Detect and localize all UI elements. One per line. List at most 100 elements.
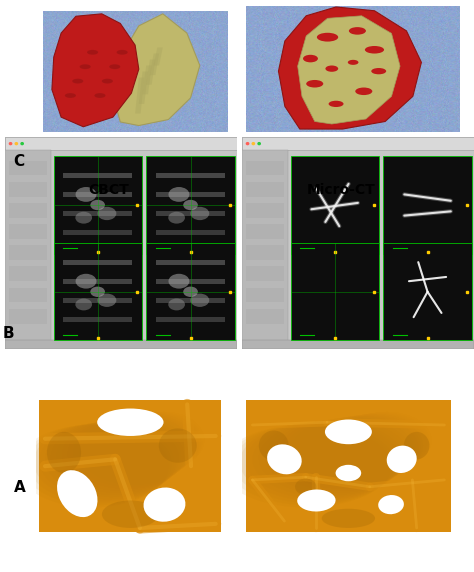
- Ellipse shape: [328, 101, 344, 107]
- Ellipse shape: [310, 415, 421, 479]
- Bar: [9, 309, 46, 324]
- FancyArrow shape: [63, 297, 132, 303]
- Ellipse shape: [240, 423, 397, 501]
- Polygon shape: [150, 53, 159, 75]
- FancyArrow shape: [155, 279, 226, 284]
- Ellipse shape: [378, 495, 404, 514]
- Ellipse shape: [265, 420, 406, 493]
- Polygon shape: [298, 16, 400, 124]
- Bar: [146, 156, 235, 253]
- Bar: [246, 161, 283, 176]
- Ellipse shape: [117, 50, 128, 55]
- Ellipse shape: [220, 425, 391, 507]
- Ellipse shape: [22, 424, 170, 505]
- Ellipse shape: [291, 418, 414, 484]
- Ellipse shape: [28, 424, 172, 503]
- Ellipse shape: [168, 299, 185, 311]
- Ellipse shape: [278, 419, 410, 489]
- FancyArrow shape: [63, 211, 132, 216]
- Ellipse shape: [80, 64, 91, 69]
- Ellipse shape: [159, 428, 197, 463]
- Text: B: B: [2, 326, 14, 341]
- Bar: [246, 309, 283, 324]
- Ellipse shape: [97, 408, 164, 436]
- Bar: [54, 243, 142, 340]
- Bar: [291, 156, 379, 253]
- Ellipse shape: [316, 415, 423, 476]
- Ellipse shape: [168, 187, 190, 202]
- Ellipse shape: [72, 79, 83, 84]
- Ellipse shape: [102, 415, 197, 476]
- Ellipse shape: [85, 417, 191, 483]
- Polygon shape: [139, 72, 148, 104]
- Ellipse shape: [168, 274, 190, 289]
- FancyArrow shape: [155, 173, 226, 178]
- Ellipse shape: [91, 200, 105, 210]
- Ellipse shape: [65, 93, 76, 98]
- Bar: [5, 340, 237, 349]
- Ellipse shape: [98, 293, 116, 307]
- Bar: [246, 224, 283, 239]
- Circle shape: [252, 142, 255, 145]
- Ellipse shape: [75, 299, 92, 311]
- Ellipse shape: [45, 422, 178, 497]
- Ellipse shape: [108, 414, 199, 474]
- Bar: [242, 340, 474, 349]
- Ellipse shape: [51, 421, 180, 495]
- FancyArrow shape: [63, 260, 132, 265]
- Bar: [383, 243, 472, 340]
- FancyArrow shape: [155, 230, 226, 235]
- FancyArrow shape: [155, 317, 226, 322]
- Ellipse shape: [125, 412, 204, 468]
- Ellipse shape: [96, 415, 195, 479]
- Circle shape: [9, 142, 12, 145]
- Bar: [5, 137, 237, 150]
- FancyArrow shape: [155, 192, 226, 197]
- Bar: [246, 182, 283, 197]
- Ellipse shape: [295, 479, 317, 495]
- Ellipse shape: [75, 212, 92, 224]
- Ellipse shape: [349, 27, 366, 35]
- Ellipse shape: [303, 55, 318, 62]
- Polygon shape: [146, 59, 155, 85]
- Ellipse shape: [325, 65, 338, 72]
- Ellipse shape: [233, 424, 395, 503]
- Ellipse shape: [91, 416, 193, 480]
- Bar: [9, 288, 46, 303]
- Ellipse shape: [336, 412, 429, 470]
- Ellipse shape: [365, 46, 384, 54]
- Ellipse shape: [317, 33, 338, 42]
- Ellipse shape: [87, 50, 98, 55]
- Ellipse shape: [79, 418, 189, 484]
- Bar: [9, 203, 46, 218]
- Polygon shape: [113, 14, 200, 126]
- Ellipse shape: [68, 419, 185, 489]
- Ellipse shape: [246, 422, 400, 499]
- Ellipse shape: [75, 274, 97, 289]
- Bar: [383, 156, 472, 253]
- Ellipse shape: [94, 93, 106, 98]
- Ellipse shape: [183, 287, 198, 297]
- Ellipse shape: [284, 418, 412, 487]
- Ellipse shape: [56, 420, 182, 493]
- Text: C: C: [13, 154, 24, 169]
- Ellipse shape: [322, 509, 375, 528]
- Circle shape: [20, 142, 24, 145]
- Ellipse shape: [109, 64, 120, 69]
- Ellipse shape: [259, 421, 404, 495]
- Ellipse shape: [267, 444, 301, 474]
- Ellipse shape: [119, 412, 202, 470]
- Bar: [246, 245, 283, 260]
- FancyArrow shape: [155, 260, 226, 265]
- Bar: [246, 203, 283, 218]
- Bar: [291, 243, 379, 340]
- Ellipse shape: [47, 432, 81, 473]
- Ellipse shape: [191, 207, 209, 220]
- Bar: [242, 137, 474, 150]
- Ellipse shape: [98, 207, 116, 220]
- Polygon shape: [135, 78, 144, 113]
- Ellipse shape: [73, 418, 187, 487]
- Ellipse shape: [183, 200, 198, 210]
- Ellipse shape: [348, 60, 358, 65]
- FancyArrow shape: [63, 279, 132, 284]
